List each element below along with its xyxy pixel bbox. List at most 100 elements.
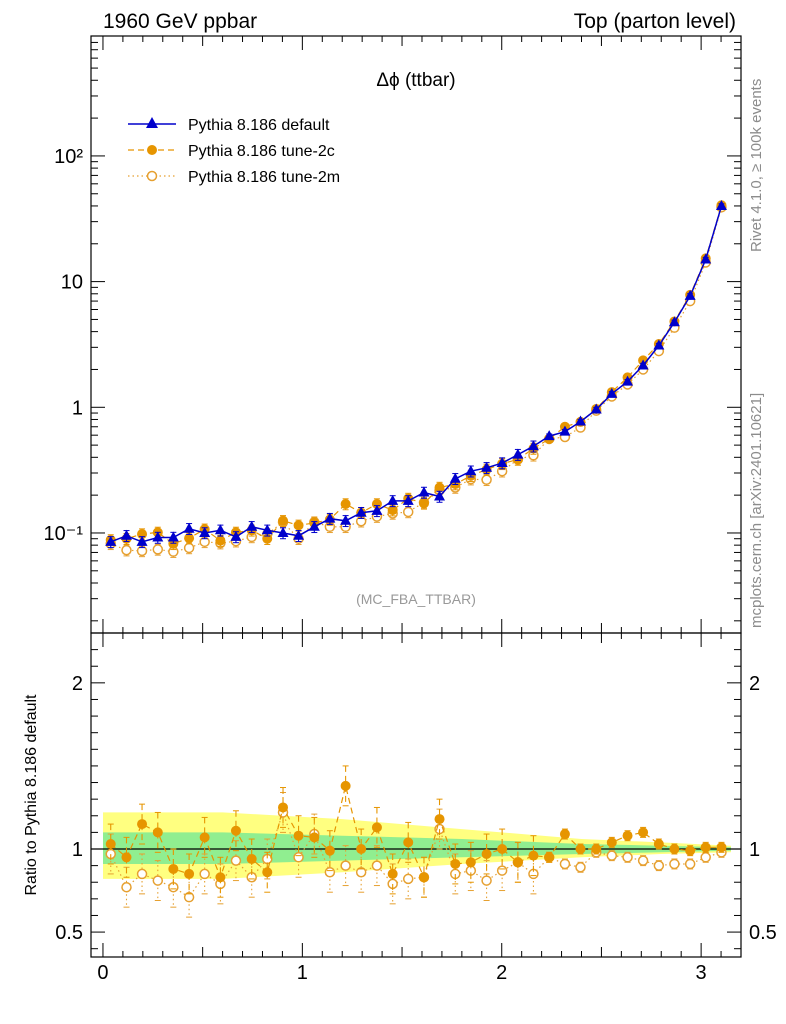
legend-marker-tune2c <box>147 145 157 155</box>
legend: Pythia 8.186 default Pythia 8.186 tune-2… <box>128 117 340 186</box>
legend-entry-tune2c: Pythia 8.186 tune-2c <box>128 143 335 160</box>
main-point-default <box>183 522 195 533</box>
ratio-point-tune2m <box>293 852 304 863</box>
ratio-point-tune2c <box>356 844 367 854</box>
main-point-default <box>449 472 461 483</box>
ratio-point-tune2c <box>387 868 398 879</box>
ratio-point-tune2c <box>262 867 273 878</box>
ratio-point-tune2m <box>121 881 132 893</box>
main-point-default <box>105 535 117 546</box>
ratio-point-tune2c <box>606 837 617 848</box>
ratio-point-tune2c <box>293 830 304 841</box>
main-point-default <box>527 440 539 451</box>
main-point-default <box>481 461 493 472</box>
ratio-point-tune2m <box>496 865 508 876</box>
ratio-point-tune2m <box>136 868 148 880</box>
ratio-series-layer <box>105 765 727 918</box>
main-point-default <box>700 253 712 264</box>
rivet-label: Rivet 4.1.0, ≥ 100k events <box>748 79 765 252</box>
ratio-point-tune2m <box>575 862 586 873</box>
main-point-tune2m <box>121 544 132 556</box>
main-line-default <box>110 205 723 543</box>
main-point-default <box>715 199 727 210</box>
main-point-default <box>324 512 336 523</box>
ratio-bands <box>103 812 731 879</box>
ratio-point-tune2m <box>684 858 696 870</box>
main-point-default <box>668 316 680 327</box>
ratio-point-tune2c <box>137 819 148 830</box>
ratio-point-tune2c <box>450 858 461 869</box>
main-point-default <box>152 531 164 542</box>
main-point-default <box>214 524 226 535</box>
ratio-point-tune2m <box>340 860 351 871</box>
ratio-point-tune2c <box>105 839 116 850</box>
main-point-tune2c <box>278 515 289 526</box>
main-point-default <box>653 339 665 350</box>
main-point-default <box>355 506 367 517</box>
ratio-point-tune2c <box>309 832 320 843</box>
main-point-tune2c <box>340 499 351 510</box>
ratio-point-tune2m <box>183 891 195 903</box>
main-point-default <box>574 415 586 426</box>
ratio-point-tune2m <box>152 875 164 886</box>
main-point-default <box>387 494 399 505</box>
main-point-default <box>543 430 555 441</box>
ratio-point-tune2c <box>700 842 711 853</box>
legend-entry-default: Pythia 8.186 default <box>128 117 330 134</box>
ratio-point-tune2c <box>199 832 210 843</box>
main-point-default <box>434 490 446 501</box>
ratio-point-tune2c <box>653 839 664 850</box>
main-point-default <box>590 403 602 414</box>
ratio-point-tune2m <box>700 852 711 863</box>
main-point-default <box>622 375 634 386</box>
ratio-point-tune2c <box>638 827 649 838</box>
ratio-point-tune2m <box>230 855 242 866</box>
ratio-series-tune2c <box>105 765 727 898</box>
ratio-line-tune2c <box>110 785 722 879</box>
ratio-point-tune2m <box>637 855 649 866</box>
ratio-y-tick-labels: 0.5 0.5 1 1 2 2 <box>55 673 777 944</box>
main-point-tune2c <box>184 533 195 544</box>
ratio-point-tune2c <box>716 842 727 853</box>
ratio-point-tune2m <box>199 868 210 880</box>
ratio-y-tick-label-left: 2 <box>72 673 83 695</box>
ratio-y-tick-label-right: 0.5 <box>749 922 777 944</box>
legend-marker-default <box>146 117 158 128</box>
main-series-layer <box>105 199 727 558</box>
main-point-tune2c <box>434 482 445 493</box>
ratio-ticks <box>91 632 741 957</box>
main-point-tune2c <box>371 499 382 510</box>
main-point-default <box>512 448 524 459</box>
ratio-point-tune2c <box>575 844 586 854</box>
x-tick-label: 0 <box>97 962 108 984</box>
main-point-tune2c <box>293 520 304 531</box>
ratio-point-tune2c <box>497 844 508 854</box>
ratio-point-tune2c <box>559 829 570 840</box>
main-panel: 10⁻¹ 1 10 10² Δϕ (ttbar) (MC_FBA_TTBAR) Pyt… <box>44 35 742 634</box>
x-tick-label: 1 <box>297 962 308 984</box>
main-point-default <box>261 524 273 535</box>
main-line-tune2m <box>110 207 723 553</box>
ratio-y-axis-label: Ratio to Pythia 8.186 default <box>23 694 40 896</box>
main-series-default <box>105 199 727 549</box>
main-title: Δϕ (ttbar) <box>376 70 455 91</box>
ratio-point-tune2c <box>418 872 429 883</box>
ratio-point-tune2m <box>371 860 383 871</box>
legend-entry-tune2m: Pythia 8.186 tune-2m <box>128 169 340 186</box>
main-point-default <box>402 494 414 505</box>
main-point-tune2c <box>418 498 429 509</box>
ratio-point-tune2c <box>278 802 289 813</box>
main-point-default <box>559 425 571 436</box>
ratio-frame <box>90 632 742 958</box>
main-point-default <box>340 514 352 525</box>
ratio-point-tune2m <box>622 852 633 863</box>
watermark: (MC_FBA_TTBAR) <box>356 591 476 607</box>
ratio-point-tune2m <box>481 875 492 886</box>
main-point-tune2m <box>183 542 195 554</box>
ratio-band-inner <box>103 832 731 864</box>
main-y-tick-labels: 10⁻¹ 1 10 10² <box>44 146 84 545</box>
header-right: Top (parton level) <box>574 10 736 33</box>
mcplots-label: mcplots.cern.ch [arXiv:2401.10621] <box>748 393 765 628</box>
legend-label-tune2c: Pythia 8.186 tune-2c <box>188 143 335 160</box>
